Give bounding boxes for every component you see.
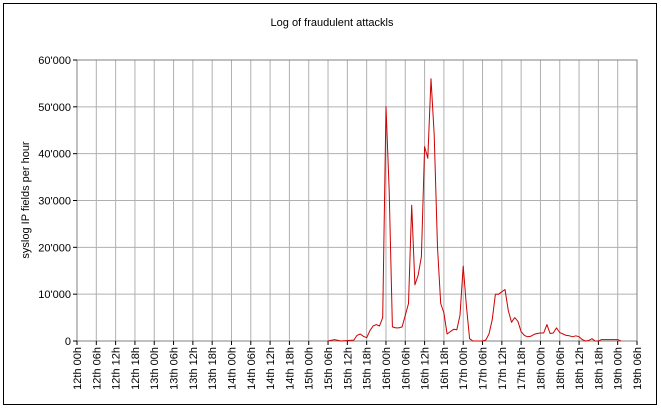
x-tick-label: 16th 00h — [381, 347, 393, 390]
y-tick-label: 40'000 — [38, 149, 71, 161]
x-tick-label: 18th 12h — [574, 347, 586, 390]
x-tick-label: 13th 12h — [188, 347, 200, 390]
x-tick-label: 15th 12h — [342, 347, 354, 390]
x-tick-label: 13th 00h — [149, 347, 161, 390]
x-tick-label: 14th 06h — [246, 347, 258, 390]
x-tick-label: 15th 06h — [323, 347, 335, 390]
x-tick-label: 13th 18h — [207, 347, 219, 390]
x-tick-label: 19th 06h — [632, 347, 644, 390]
y-axis-label: syslog IP fields per hour — [20, 141, 32, 259]
y-tick-label: 0 — [65, 336, 71, 348]
x-tick-label: 18th 18h — [593, 347, 605, 390]
y-tick-label: 30'000 — [38, 196, 71, 208]
chart-title: Log of fraudulent attackls — [271, 17, 394, 29]
x-tick-label: 17th 00h — [458, 347, 470, 390]
x-tick-label: 12th 00h — [72, 347, 84, 390]
x-tick-label: 16th 18h — [439, 347, 451, 390]
y-tick-label: 20'000 — [38, 242, 71, 254]
x-tick-label: 19th 00h — [613, 347, 625, 390]
x-tick-label: 15th 00h — [304, 347, 316, 390]
x-tick-label: 16th 06h — [400, 347, 412, 390]
x-tick-label: 18th 00h — [535, 347, 547, 390]
x-tick-label: 12th 18h — [130, 347, 142, 390]
x-tick-label: 14th 12h — [265, 347, 277, 390]
series — [327, 78, 622, 342]
y-tick-label: 60'000 — [38, 55, 71, 67]
y-axis-ticks: 0 10'000 20'000 30'000 40'000 50'000 60'000 — [38, 55, 77, 348]
x-tick-label: 17th 06h — [478, 347, 490, 390]
x-tick-label: 15th 18h — [362, 347, 374, 390]
line-chart: Log of fraudulent attackls syslog IP fie… — [20, 17, 644, 390]
x-tick-label: 12th 12h — [111, 347, 123, 390]
series-line — [327, 78, 622, 342]
x-tick-label: 12th 06h — [91, 347, 103, 390]
x-tick-label: 17th 12h — [497, 347, 509, 390]
gridlines — [77, 60, 637, 341]
y-tick-label: 50'000 — [38, 102, 71, 114]
x-tick-label: 14th 00h — [226, 347, 238, 390]
x-tick-label: 13th 06h — [169, 347, 181, 390]
x-tick-label: 14th 18h — [284, 347, 296, 390]
chart-frame: Log of fraudulent attackls syslog IP fie… — [3, 3, 657, 405]
y-tick-label: 10'000 — [38, 289, 71, 301]
x-tick-label: 17th 18h — [516, 347, 528, 390]
x-tick-label: 18th 06h — [555, 347, 567, 390]
x-tick-label: 16th 12h — [420, 347, 432, 390]
x-axis-ticks: 12th 00h 12th 06h 12th 12h 12th 18h 13th 00h… — [72, 341, 644, 390]
